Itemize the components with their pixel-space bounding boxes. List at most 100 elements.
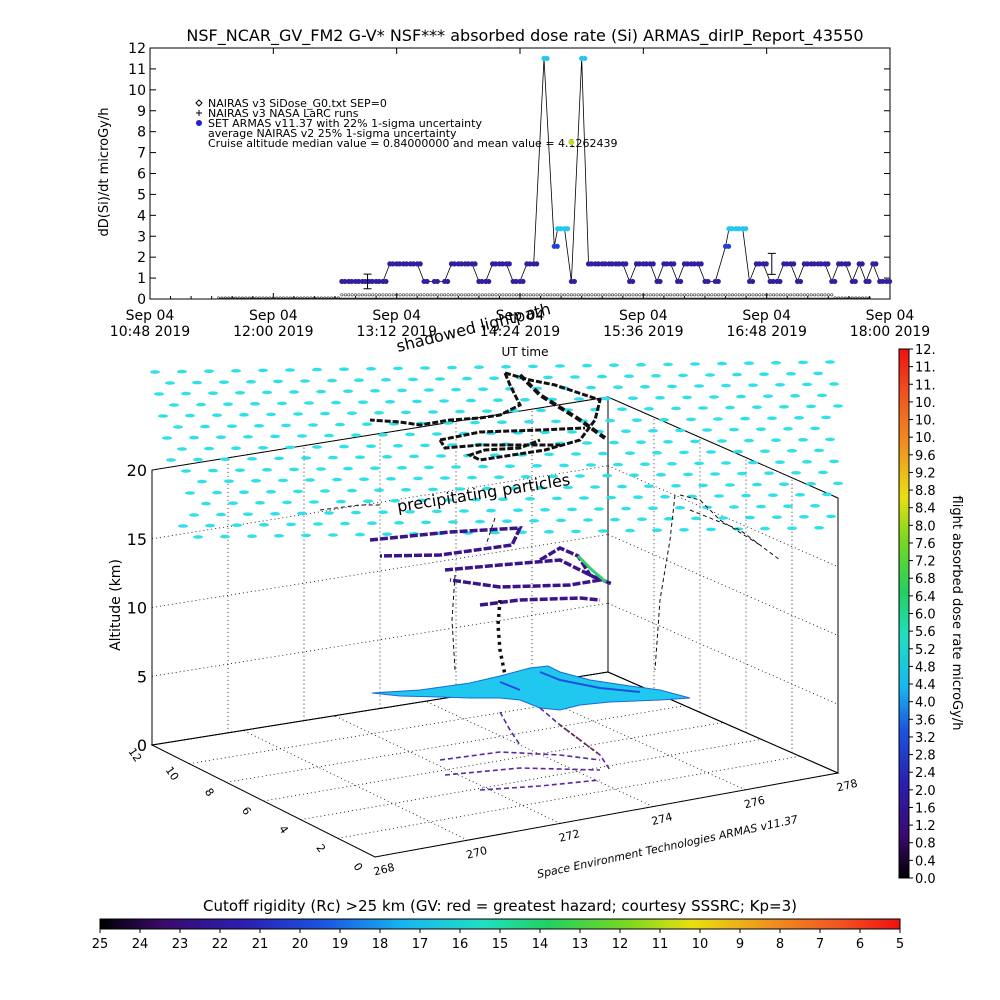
particle-field-mark	[382, 455, 392, 459]
model-point	[388, 293, 392, 297]
model-point	[487, 293, 491, 297]
particle-field-mark	[193, 535, 203, 539]
particle-field-mark	[339, 444, 349, 449]
particle-field-mark	[772, 515, 782, 519]
armas-point	[397, 261, 403, 267]
armas-point	[451, 261, 458, 267]
model-point	[508, 293, 512, 297]
armas-point	[472, 261, 478, 267]
model-point	[494, 293, 498, 297]
particle-field-mark	[732, 372, 742, 377]
armas-point	[657, 278, 663, 285]
particle-field-mark	[610, 517, 620, 522]
particle-field-mark	[736, 394, 746, 399]
particle-field-mark	[671, 406, 681, 411]
armas-point	[705, 278, 711, 285]
particle-field-mark	[394, 521, 404, 525]
model-point	[367, 293, 371, 297]
particle-field-mark	[501, 365, 511, 369]
armas-point	[458, 261, 464, 267]
model-point	[703, 293, 707, 297]
ground-track-contour	[499, 671, 641, 693]
particle-field-mark	[216, 435, 226, 440]
model-point	[761, 293, 765, 297]
armas-point	[736, 226, 742, 232]
particle-field-mark	[305, 478, 315, 482]
armas-point	[588, 261, 595, 267]
particle-field-mark	[637, 517, 647, 521]
particle-field-mark	[624, 374, 634, 379]
particle-field-mark	[343, 466, 353, 471]
armas-point	[544, 55, 550, 62]
particle-field-mark	[547, 397, 557, 402]
armas-point	[349, 278, 355, 285]
model-point	[826, 293, 830, 297]
model-point	[532, 293, 536, 297]
armas-point	[486, 278, 492, 285]
x-tick-label-time: 10:48 2019	[110, 324, 190, 340]
model-point	[515, 293, 519, 297]
particle-field-mark	[162, 436, 172, 440]
particle-field-mark	[355, 532, 365, 537]
particle-field-mark	[235, 391, 245, 395]
model-point	[614, 293, 618, 297]
particle-field-mark	[478, 387, 488, 392]
model-point	[724, 293, 728, 297]
particle-field-mark	[598, 451, 608, 456]
particle-field-mark	[814, 448, 824, 453]
particle-field-mark	[529, 519, 539, 523]
particle-field-mark	[625, 528, 635, 533]
model-point	[456, 293, 460, 297]
particle-field-mark	[613, 385, 623, 390]
particle-field-mark	[239, 413, 249, 417]
particle-field-mark	[594, 507, 604, 511]
model-point	[604, 293, 608, 297]
particle-field-mark	[721, 461, 731, 465]
particle-field-mark	[759, 372, 769, 377]
particle-field-mark	[494, 475, 504, 480]
model-point	[830, 293, 834, 297]
colorbar-dose-tick-label: 0.4	[915, 854, 936, 869]
particle-field-mark	[246, 380, 256, 384]
lat-tick-label: 10	[163, 764, 182, 783]
particle-field-mark	[679, 528, 689, 532]
particle-field-mark	[601, 396, 611, 401]
colorbar-dose-tick-label: 10.	[915, 414, 936, 429]
particle-field-mark	[270, 512, 280, 516]
particle-field-mark	[440, 476, 450, 480]
particle-field-mark	[829, 382, 839, 386]
model-point	[631, 293, 635, 297]
armas-point	[677, 278, 684, 285]
floor-projection-segment	[559, 724, 601, 756]
x-tick-label-date: Sep 04	[372, 308, 421, 324]
particle-field-mark	[354, 378, 364, 383]
particle-field-mark	[235, 468, 245, 473]
colorbar-dose-tick-label: 3.6	[915, 713, 936, 728]
floor-grid-lat	[226, 705, 685, 783]
armas-point	[664, 261, 670, 267]
y-tick-label: 2	[137, 250, 146, 266]
lat-tick-label: 8	[202, 786, 217, 799]
particle-field-mark	[197, 479, 207, 484]
particle-field-mark	[359, 477, 369, 482]
legend-item-text: Cruise altitude median value = 0.8400000…	[208, 137, 618, 150]
particle-field-mark	[760, 526, 770, 531]
particle-field-mark	[725, 483, 735, 487]
particle-field-mark	[181, 391, 191, 396]
particle-field-mark	[478, 464, 488, 469]
particle-field-mark	[270, 434, 280, 439]
particle-field-mark	[201, 501, 211, 506]
armas-point	[684, 261, 691, 267]
particle-field-mark	[328, 533, 338, 537]
colorbar-dose-tick-label: 8.0	[915, 519, 936, 534]
colorbar-dose-tick-label: 4.4	[915, 678, 936, 693]
particle-field-mark	[524, 420, 534, 424]
model-point	[730, 293, 734, 297]
model-point	[734, 293, 738, 297]
particle-field-mark	[675, 506, 685, 510]
particle-field-mark	[308, 423, 318, 427]
particle-field-mark	[802, 460, 812, 464]
particle-field-mark	[683, 472, 693, 477]
floor-grid-lat	[263, 722, 724, 802]
particle-field-mark	[420, 443, 430, 448]
